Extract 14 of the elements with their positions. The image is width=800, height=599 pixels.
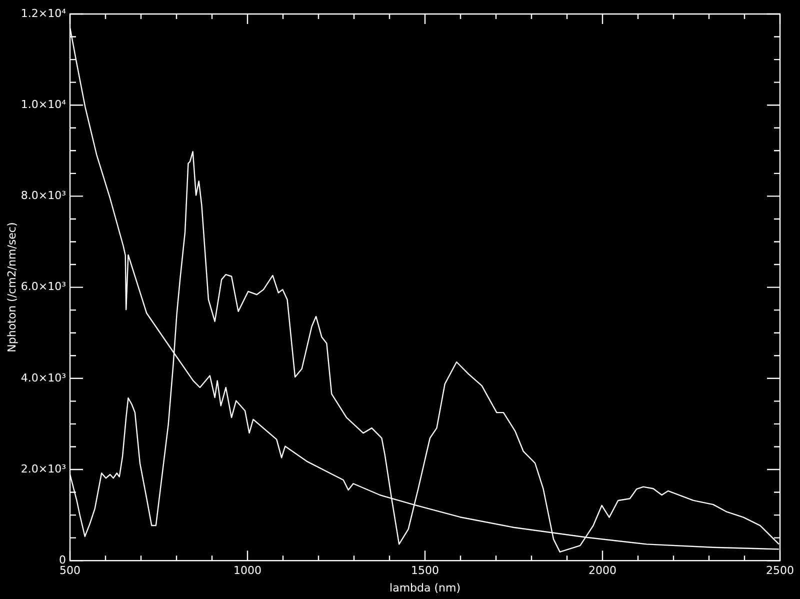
x-tick-label: 1000 — [234, 564, 262, 578]
x-tick-label: 2000 — [588, 564, 616, 578]
x-tick-label: 500 — [60, 564, 80, 578]
x-tick-label: 1500 — [411, 564, 439, 578]
y-tick-label: 1.0×10⁴ — [20, 98, 67, 111]
y-tick-label: 8.0×10³ — [20, 189, 66, 202]
x-tick-label: 2500 — [766, 564, 794, 578]
y-tick-label: 0 — [59, 553, 66, 566]
y-tick-label: 6.0×10³ — [20, 280, 66, 294]
y-tick-label: 2.0×10³ — [20, 462, 66, 476]
y-tick-label: 1.2×10⁴ — [20, 6, 67, 20]
y-tick-label: 4.0×10³ — [20, 371, 66, 384]
y-axis-title: Nphoton (/cm2/nm/sec) — [5, 222, 18, 352]
x-axis-title: lambda (nm) — [390, 581, 460, 594]
